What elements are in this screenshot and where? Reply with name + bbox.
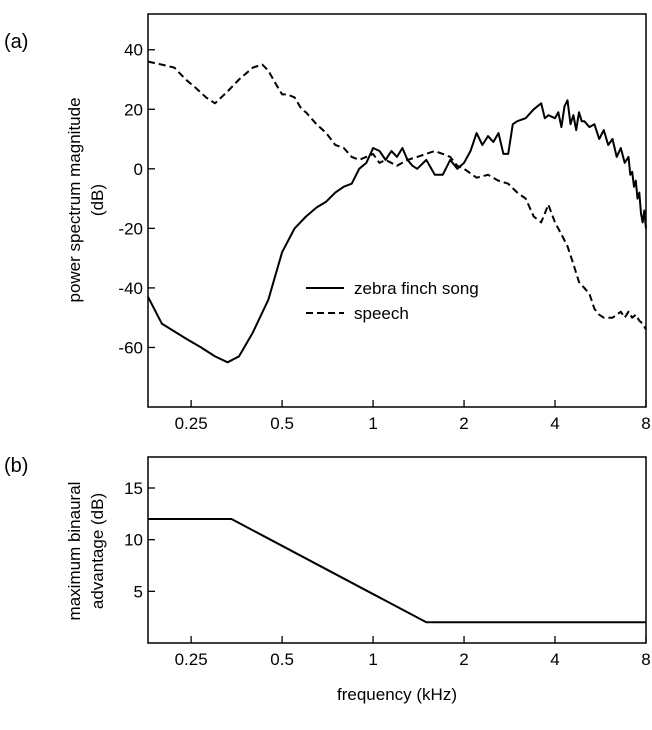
- panel-a-series-zebra-finch-song: [147, 99, 647, 364]
- panel-a-xtick-label: 1: [368, 414, 377, 433]
- panel-b-series-line-0: [148, 518, 646, 624]
- panel-b-xtick-label: 8: [641, 650, 650, 669]
- panel-b-series: [148, 518, 646, 624]
- legend-label-speech: speech: [354, 304, 409, 323]
- panel-b-xlabel: frequency (kHz): [337, 685, 457, 704]
- panel-b-ytick-label: 15: [124, 479, 143, 498]
- panel-a-ytick-label: 20: [124, 100, 143, 119]
- panel-a-ticks: 0.25 0.5 1 2 4 8 -60 -40 -20 0 20 40: [118, 41, 650, 433]
- panel-a-legend: zebra finch song speech: [306, 279, 479, 323]
- legend-label-zebra-finch: zebra finch song: [354, 279, 479, 298]
- panel-a-label: (a): [4, 31, 28, 53]
- panel-a-series: [147, 60, 647, 364]
- panel-b: (b) 0.25 0.5 1 2 4 8 5 10 15 maximum binaural ad…: [4, 455, 651, 704]
- panel-a-ytick-label: -60: [118, 338, 143, 357]
- panel-b-ylabel-line2: advantage (dB): [88, 493, 107, 609]
- panel-a-series-speech: [147, 60, 647, 331]
- panel-a: (a) 0.25 0.5 1 2 4 8 -60 -40 -20 0 20 40 power spec…: [4, 13, 651, 433]
- panel-b-ytick-label: 10: [124, 531, 143, 550]
- panel-a-xtick-label: 8: [641, 414, 650, 433]
- panel-b-xtick-label: 0.5: [270, 650, 294, 669]
- panel-a-ytick-label: -20: [118, 219, 143, 238]
- panel-a-xtick-label: 4: [550, 414, 559, 433]
- panel-b-ylabel-line1: maximum binaural: [65, 482, 84, 621]
- panel-a-frame: [147, 13, 647, 408]
- panel-a-xtick-label: 0.25: [175, 414, 208, 433]
- panel-b-xtick-label: 1: [368, 650, 377, 669]
- panel-a-ytick-label: -40: [118, 279, 143, 298]
- panel-a-xtick-label: 0.5: [270, 414, 294, 433]
- panel-a-ytick-label: 0: [134, 160, 143, 179]
- panel-a-xtick-label: 2: [459, 414, 468, 433]
- panel-a-ytick-label: 40: [124, 41, 143, 60]
- panel-b-xtick-label: 2: [459, 650, 468, 669]
- panel-b-ytick-label: 5: [134, 582, 143, 601]
- panel-b-frame: [147, 456, 647, 644]
- panel-b-xtick-label: 0.25: [175, 650, 208, 669]
- panel-b-xtick-label: 4: [550, 650, 559, 669]
- panel-b-label: (b): [4, 455, 28, 477]
- panel-a-ylabel-line2: (dB): [88, 184, 107, 216]
- panel-b-ticks: 0.25 0.5 1 2 4 8 5 10 15: [124, 479, 651, 669]
- panel-a-ylabel-line1: power spectrum magnitude: [65, 97, 84, 302]
